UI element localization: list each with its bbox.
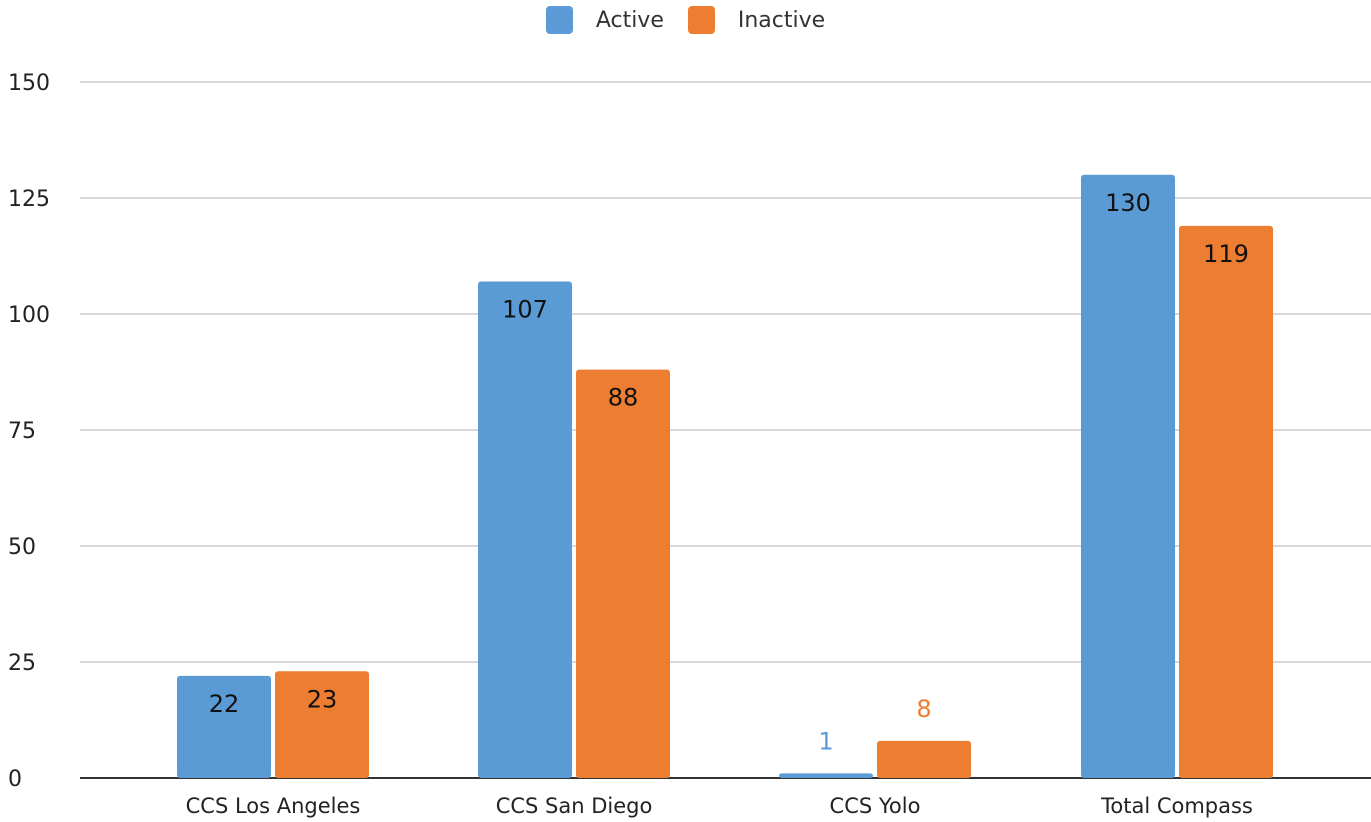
data-label-active-1: 107 <box>502 296 548 324</box>
x-tick-label-2: CCS Yolo <box>830 794 921 818</box>
x-tick-label-0: CCS Los Angeles <box>186 794 361 818</box>
bar-inactive-3 <box>1179 225 1273 779</box>
y-tick-label-25: 25 <box>8 651 36 676</box>
data-label-active-2: 1 <box>818 727 833 755</box>
chart-legend: Active Inactive <box>0 6 1371 34</box>
data-label-active-0: 22 <box>209 690 240 718</box>
x-tick-label-1: CCS San Diego <box>496 794 653 818</box>
legend-item-active[interactable]: Active <box>545 6 664 34</box>
legend-label-inactive: Inactive <box>737 7 826 33</box>
data-label-active-3: 130 <box>1105 189 1151 217</box>
y-tick-label-0: 0 <box>8 767 22 792</box>
y-tick-label-150: 150 <box>8 71 50 96</box>
bar-inactive-1 <box>576 369 670 778</box>
data-label-inactive-2: 8 <box>916 695 931 723</box>
bar-inactive-0 <box>275 671 369 778</box>
legend-swatch-inactive <box>687 6 715 34</box>
legend-swatch-active <box>545 6 573 34</box>
legend-label-active: Active <box>595 7 664 33</box>
y-tick-label-125: 125 <box>8 187 50 212</box>
y-tick-label-100: 100 <box>8 303 50 328</box>
bar-inactive-2 <box>877 740 971 778</box>
bar-active-3 <box>1081 174 1175 779</box>
y-tick-label-50: 50 <box>8 535 36 560</box>
bar-active-1 <box>478 281 572 778</box>
data-label-inactive-0: 23 <box>307 685 338 713</box>
legend-item-inactive[interactable]: Inactive <box>687 6 826 34</box>
bar-active-2 <box>779 773 873 778</box>
data-label-inactive-1: 88 <box>608 384 639 412</box>
data-label-inactive-3: 119 <box>1203 240 1249 268</box>
y-tick-label-75: 75 <box>8 419 36 444</box>
bar-active-0 <box>177 675 271 778</box>
x-tick-label-3: Total Compass <box>1100 794 1253 818</box>
